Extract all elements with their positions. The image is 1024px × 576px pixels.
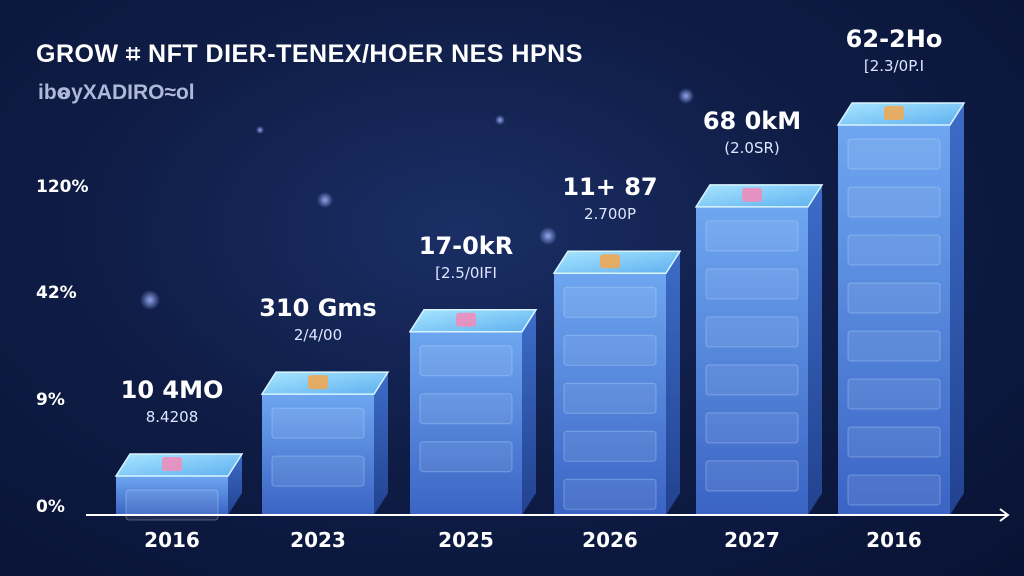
star-glow [495, 115, 505, 125]
bar-front-face [696, 206, 808, 515]
y-tick-label: 0% [36, 497, 65, 517]
bar-panel [705, 364, 799, 396]
bar-panel [847, 426, 941, 458]
data-label: 11+ 87 [562, 173, 658, 202]
y-tick-label: 9% [36, 390, 65, 410]
bar-panel [271, 455, 365, 487]
bar [552, 250, 682, 515]
bar-side-face [950, 103, 964, 515]
x-tick-label: 2026 [582, 528, 638, 552]
data-sublabel: 2/4/00 [293, 326, 343, 345]
bar [260, 371, 390, 515]
x-tick-label: 2025 [438, 528, 494, 552]
bar-panel [705, 268, 799, 300]
bar-panel [847, 474, 941, 506]
x-tick-label: 2027 [724, 528, 780, 552]
bar-panel [705, 220, 799, 252]
y-tick-label: 42% [36, 283, 77, 303]
data-label: 17-0kR [418, 231, 514, 260]
bar-side-face [808, 184, 822, 515]
y-tick-label: 120% [36, 177, 89, 197]
bar-panel [847, 186, 941, 218]
data-label: 68 0kM [702, 106, 802, 135]
data-label: 10 4MO [120, 376, 224, 404]
bar-panel [563, 382, 657, 414]
data-label: 310 Gms [259, 294, 377, 323]
bar-panel [847, 282, 941, 314]
bar-front-face [262, 394, 374, 515]
x-tick-label: 2016 [866, 528, 922, 552]
bar-side-face [522, 309, 536, 515]
bar-side-face [228, 454, 242, 515]
bar-panel [847, 138, 941, 170]
bar-front-face [838, 125, 950, 515]
bar-panel [271, 407, 365, 439]
bar-panel [419, 345, 513, 377]
bar-front-face [116, 476, 228, 515]
x-axis-arrow [999, 508, 1010, 522]
data-sublabel: 8.4208 [145, 408, 199, 426]
bar-panel [563, 430, 657, 462]
bar-front-face [554, 273, 666, 515]
bar-side-face [666, 251, 680, 515]
star-glow [317, 192, 333, 208]
bar-panel [705, 412, 799, 444]
bar-top-icon [162, 457, 182, 471]
bar-top-icon [600, 254, 620, 269]
data-label: 62-2Ho [845, 25, 943, 53]
bar-panel [705, 460, 799, 492]
bar-panel [125, 489, 219, 521]
star-glow [256, 126, 264, 134]
bar-panel [419, 393, 513, 425]
x-tick-label: 2023 [290, 528, 346, 552]
bar-top-icon [742, 187, 762, 202]
bar-panel [705, 316, 799, 348]
bar-panel [847, 378, 941, 410]
background-stars [140, 88, 936, 310]
chart-subtitle: ibⱺyXADIRO≈ol [38, 81, 195, 104]
bar-panel [847, 234, 941, 266]
data-sublabel: [2.5/0IFI [435, 263, 497, 282]
bar-top-icon [884, 106, 904, 120]
data-sublabel: (2.0SR) [724, 138, 780, 157]
bar-panel [563, 478, 657, 510]
bar [408, 308, 538, 515]
star-glow [539, 227, 557, 245]
bar-panel [563, 334, 657, 366]
bar [114, 453, 244, 521]
bar-panel [847, 330, 941, 362]
star-glow [140, 290, 160, 310]
chart-title: GROW ⌗ NFT DIER-TENEX/HOER NES HPNS [36, 40, 583, 68]
x-tick-label: 2016 [144, 528, 200, 552]
bar-panel [563, 286, 657, 318]
star-glow [678, 88, 694, 104]
bar-top-icon [456, 312, 476, 327]
bar-panel [419, 441, 513, 473]
data-sublabel: 2.700P [584, 205, 636, 224]
bar [694, 184, 824, 515]
bar [836, 102, 966, 515]
data-sublabel: [2.3/0P.I [863, 57, 925, 75]
bar-front-face [410, 331, 522, 515]
bar-top-icon [308, 375, 328, 390]
bar-side-face [374, 372, 388, 515]
